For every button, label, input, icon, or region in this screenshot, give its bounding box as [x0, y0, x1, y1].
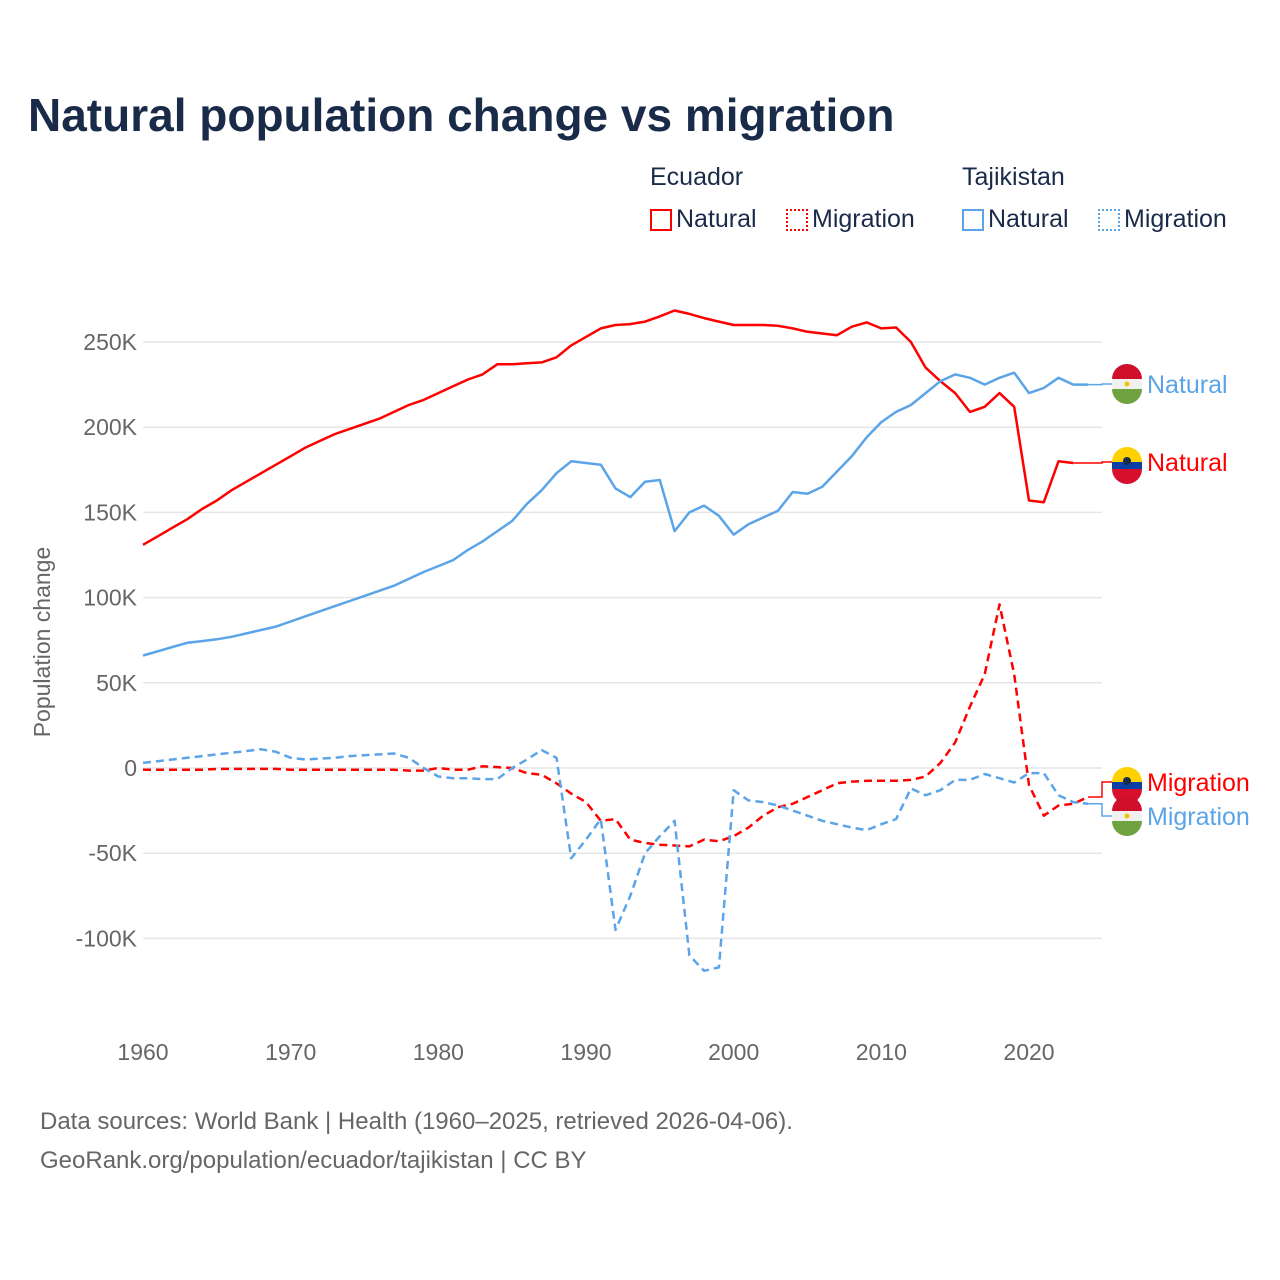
flag-stripe	[1112, 447, 1142, 462]
series-line-tajikistan-migration	[142, 748, 1089, 973]
series-end-label: Migration	[1147, 769, 1250, 797]
label-connector	[1073, 461, 1112, 464]
x-tick-label: 1990	[560, 1039, 611, 1065]
legend-ecuador-migration[interactable]: Migration	[786, 205, 915, 234]
legend-group-tajikistan: Tajikistan	[962, 163, 1065, 191]
y-tick-label: 100K	[83, 585, 137, 611]
x-tick-label: 1960	[117, 1039, 168, 1065]
y-tick-label: -50K	[88, 840, 137, 866]
flag-emblem	[1123, 777, 1131, 785]
flag-emblem	[1123, 457, 1131, 465]
y-tick-label: 150K	[83, 499, 137, 525]
x-tick-label: 1980	[413, 1039, 464, 1065]
legend-swatch-solid	[962, 208, 984, 231]
flag-stripe	[1112, 767, 1142, 782]
flag-stripe	[1112, 782, 1142, 789]
legend-ecuador-natural[interactable]: Natural	[650, 205, 757, 234]
legend-swatch-dotted	[1098, 208, 1120, 231]
series-end-label: Migration	[1147, 803, 1250, 831]
series-line-ecuador-migration	[143, 603, 1089, 848]
label-connector	[1088, 383, 1112, 386]
ecuador-flag-icon	[1112, 447, 1142, 484]
legend-swatch-dotted	[786, 208, 808, 231]
flag-stripe	[1112, 469, 1142, 484]
y-tick-label: 50K	[96, 670, 138, 696]
y-tick-label: 200K	[83, 414, 137, 440]
footer-link[interactable]: GeoRank.org/population/ecuador/tajikista…	[40, 1147, 587, 1174]
flag-stripe	[1112, 821, 1142, 836]
flag-emblem	[1124, 381, 1130, 387]
flag-stripe	[1112, 364, 1142, 379]
y-tick-label: 0	[124, 755, 137, 781]
footer-sources: Data sources: World Bank | Health (1960–…	[40, 1108, 793, 1135]
flag-stripe	[1112, 796, 1142, 811]
flag-stripe	[1112, 389, 1142, 404]
label-connector	[1088, 781, 1112, 798]
flag-stripe	[1112, 462, 1142, 469]
x-tick-label: 2010	[856, 1039, 907, 1065]
label-connector	[1088, 803, 1112, 817]
legend-swatch-solid	[650, 208, 672, 231]
y-axis-label: Population change	[29, 547, 55, 738]
y-tick-label: -100K	[76, 925, 138, 951]
legend-label: Migration	[812, 205, 915, 233]
series-end-label: Natural	[1147, 449, 1228, 477]
tajikistan-flag-icon	[1112, 796, 1142, 836]
y-tick-label: 250K	[83, 329, 137, 355]
legend-group-ecuador: Ecuador	[650, 163, 744, 191]
series-line-tajikistan-natural	[142, 371, 1089, 657]
x-tick-label: 2000	[708, 1039, 759, 1065]
tajikistan-flag-icon	[1112, 364, 1142, 404]
legend-label: Natural	[988, 205, 1069, 233]
legend-tajikistan-natural[interactable]: Natural	[962, 205, 1069, 234]
legend-label: Migration	[1124, 205, 1227, 233]
chart-title: Natural population change vs migration	[28, 89, 895, 141]
flag-emblem	[1124, 813, 1130, 819]
x-tick-label: 2020	[1003, 1039, 1054, 1065]
legend-tajikistan-migration[interactable]: Migration	[1098, 205, 1227, 234]
series-end-label: Natural	[1147, 371, 1228, 399]
series-line-ecuador-natural	[142, 309, 1074, 546]
legend-label: Natural	[676, 205, 757, 233]
x-tick-label: 1970	[265, 1039, 316, 1065]
